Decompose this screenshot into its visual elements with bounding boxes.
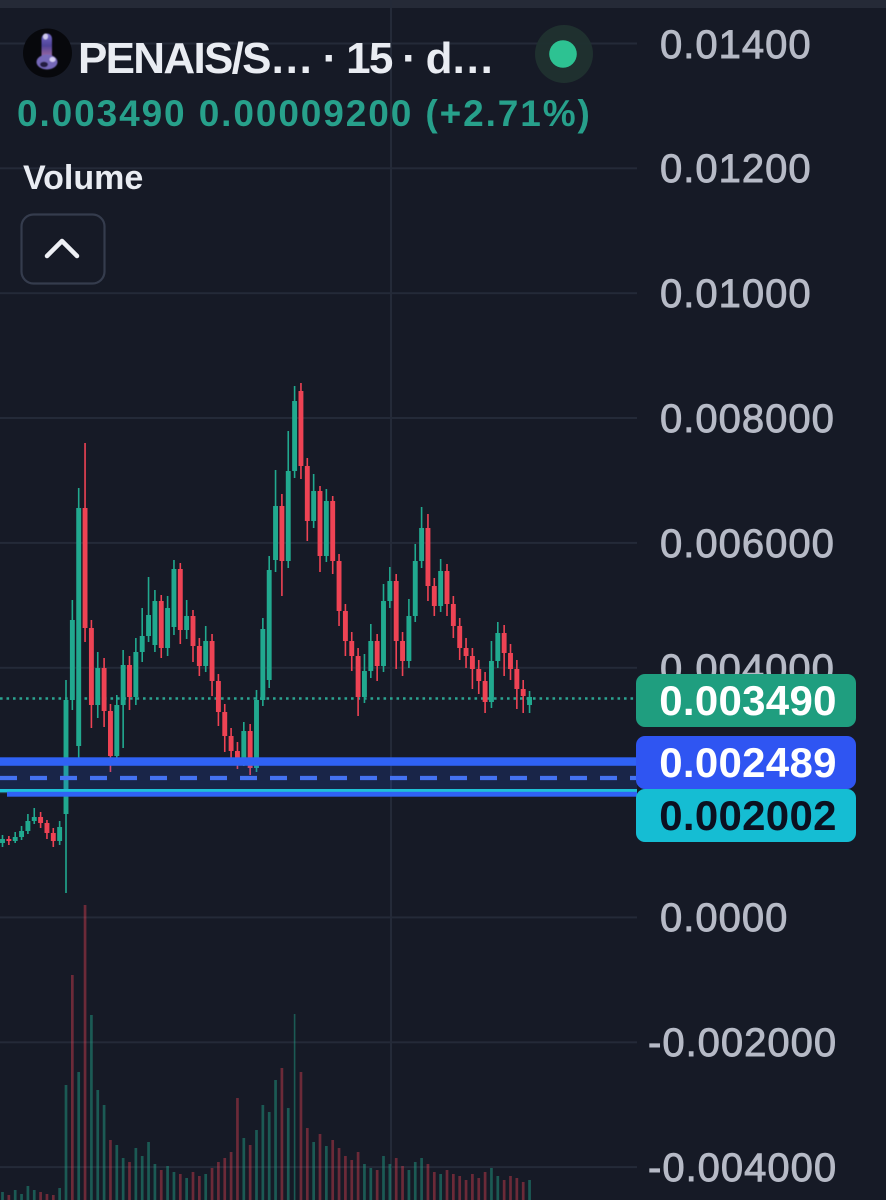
svg-text:0.002489: 0.002489	[659, 739, 837, 786]
svg-text:-0.002000: -0.002000	[648, 1021, 837, 1065]
svg-text:-0.004000: -0.004000	[648, 1146, 837, 1190]
svg-text:PENAIS/S… · 15 · d…: PENAIS/S… · 15 · d…	[78, 34, 493, 83]
svg-text:0.01200: 0.01200	[660, 147, 812, 191]
svg-text:0.0000: 0.0000	[660, 896, 788, 940]
svg-text:0.003490 0.00009200 (+2.71%): 0.003490 0.00009200 (+2.71%)	[17, 93, 592, 134]
svg-text:0.002002: 0.002002	[659, 792, 837, 839]
svg-text:0.01000: 0.01000	[660, 272, 812, 316]
svg-text:0.006000: 0.006000	[660, 522, 835, 566]
svg-text:0.01400: 0.01400	[660, 23, 812, 67]
svg-text:0.003490: 0.003490	[659, 677, 837, 724]
svg-text:0.008000: 0.008000	[660, 397, 835, 441]
svg-text:Volume: Volume	[23, 159, 143, 197]
